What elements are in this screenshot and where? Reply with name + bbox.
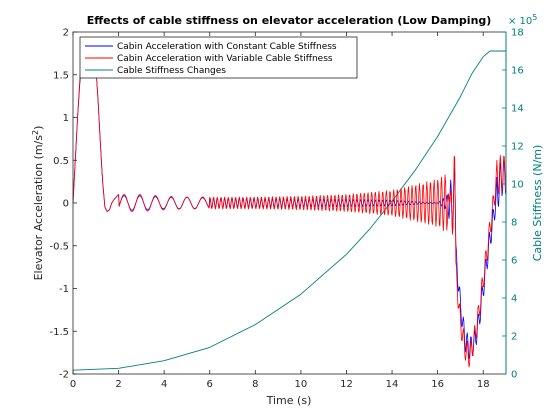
y-left-tick-label: 0	[63, 199, 69, 210]
y-left-tick-label: 1	[63, 113, 69, 124]
y-left-tick-label: 1.5	[53, 70, 69, 81]
y-left-tick-label: -1.5	[49, 327, 69, 338]
y-right-tick-label: 10	[511, 180, 524, 191]
y-right-tick-label: 6	[511, 256, 517, 267]
x-tick-label: 4	[161, 379, 167, 390]
legend-label-1: Cabin Acceleration with Variable Cable S…	[117, 54, 333, 64]
right-axis-exponent: × 105	[508, 13, 537, 27]
legend-box	[79, 36, 358, 79]
y-left-tick-label: -2	[59, 370, 69, 381]
legend-label-0: Cabin Acceleration with Constant Cable S…	[117, 42, 337, 52]
legend-label-2: Cable Stiffness Changes	[117, 66, 226, 76]
y-right-tick-label: 8	[511, 218, 517, 229]
x-axis-label: Time (s)	[266, 394, 312, 407]
y-axis-label-left-main: Elevator Acceleration (m/s	[32, 135, 45, 281]
right-axis-exponent-base: × 10	[508, 16, 532, 27]
x-tick-label: 2	[115, 379, 121, 390]
y-right-tick-label: 0	[511, 370, 517, 381]
y-right-tick-label: 14	[511, 104, 524, 115]
x-tick-label: 8	[252, 379, 258, 390]
x-tick-label: 16	[431, 379, 444, 390]
right-axis-exponent-power: 5	[532, 13, 537, 22]
y-left-tick-label: -1	[59, 284, 69, 295]
y-right-tick-label: 4	[511, 294, 517, 305]
y-left-tick-label: -0.5	[49, 241, 69, 252]
chart-title: Effects of cable stiffness on elevator a…	[87, 14, 492, 27]
series-line-1	[72, 49, 507, 368]
legend: Cabin Acceleration with Constant Cable S…	[79, 36, 358, 79]
x-tick-label: 0	[70, 379, 76, 390]
y-axis-label-left: Elevator Acceleration (m/s2)	[31, 126, 45, 281]
x-tick-label: 18	[477, 379, 490, 390]
x-tick-label: 6	[207, 379, 213, 390]
y-axis-label-left-sup: 2	[31, 130, 40, 135]
x-tick-label: 12	[340, 379, 353, 390]
x-tick-label: 14	[386, 379, 399, 390]
series-layer	[72, 49, 507, 371]
x-tick-label: 10	[295, 379, 308, 390]
y-axis-label-left-close: )	[32, 126, 45, 130]
y-right-tick-label: 2	[511, 332, 517, 343]
y-right-tick-label: 16	[511, 66, 524, 77]
axes-layer: 0 2 4 6 8 10 12 14 16 18 -2 -1.5 -1 -0.5 0 0.5 1 1.5 2 0 2 4 6…	[49, 28, 523, 391]
y-left-tick-label: 2	[63, 28, 69, 39]
y-axis-label-right: Cable Stiffness (N/m)	[531, 145, 544, 262]
y-left-tick-label: 0.5	[53, 156, 69, 167]
series-line-2	[72, 50, 506, 371]
y-right-tick-label: 12	[511, 142, 524, 153]
y-right-tick-label: 18	[511, 28, 524, 39]
